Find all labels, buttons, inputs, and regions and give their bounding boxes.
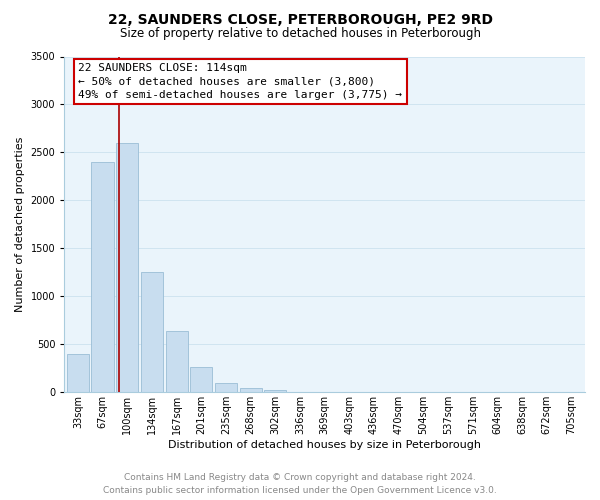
- Bar: [116, 143, 139, 392]
- X-axis label: Distribution of detached houses by size in Peterborough: Distribution of detached houses by size …: [168, 440, 481, 450]
- Text: Size of property relative to detached houses in Peterborough: Size of property relative to detached ho…: [119, 28, 481, 40]
- Bar: [91, 162, 113, 392]
- Text: 22 SAUNDERS CLOSE: 114sqm
← 50% of detached houses are smaller (3,800)
49% of se: 22 SAUNDERS CLOSE: 114sqm ← 50% of detac…: [79, 63, 403, 100]
- Bar: [264, 390, 286, 392]
- Text: Contains HM Land Registry data © Crown copyright and database right 2024.
Contai: Contains HM Land Registry data © Crown c…: [103, 473, 497, 495]
- Bar: [166, 331, 188, 392]
- Y-axis label: Number of detached properties: Number of detached properties: [15, 136, 25, 312]
- Bar: [190, 368, 212, 392]
- Bar: [239, 388, 262, 392]
- Bar: [215, 382, 237, 392]
- Bar: [141, 272, 163, 392]
- Bar: [67, 354, 89, 393]
- Text: 22, SAUNDERS CLOSE, PETERBOROUGH, PE2 9RD: 22, SAUNDERS CLOSE, PETERBOROUGH, PE2 9R…: [107, 12, 493, 26]
